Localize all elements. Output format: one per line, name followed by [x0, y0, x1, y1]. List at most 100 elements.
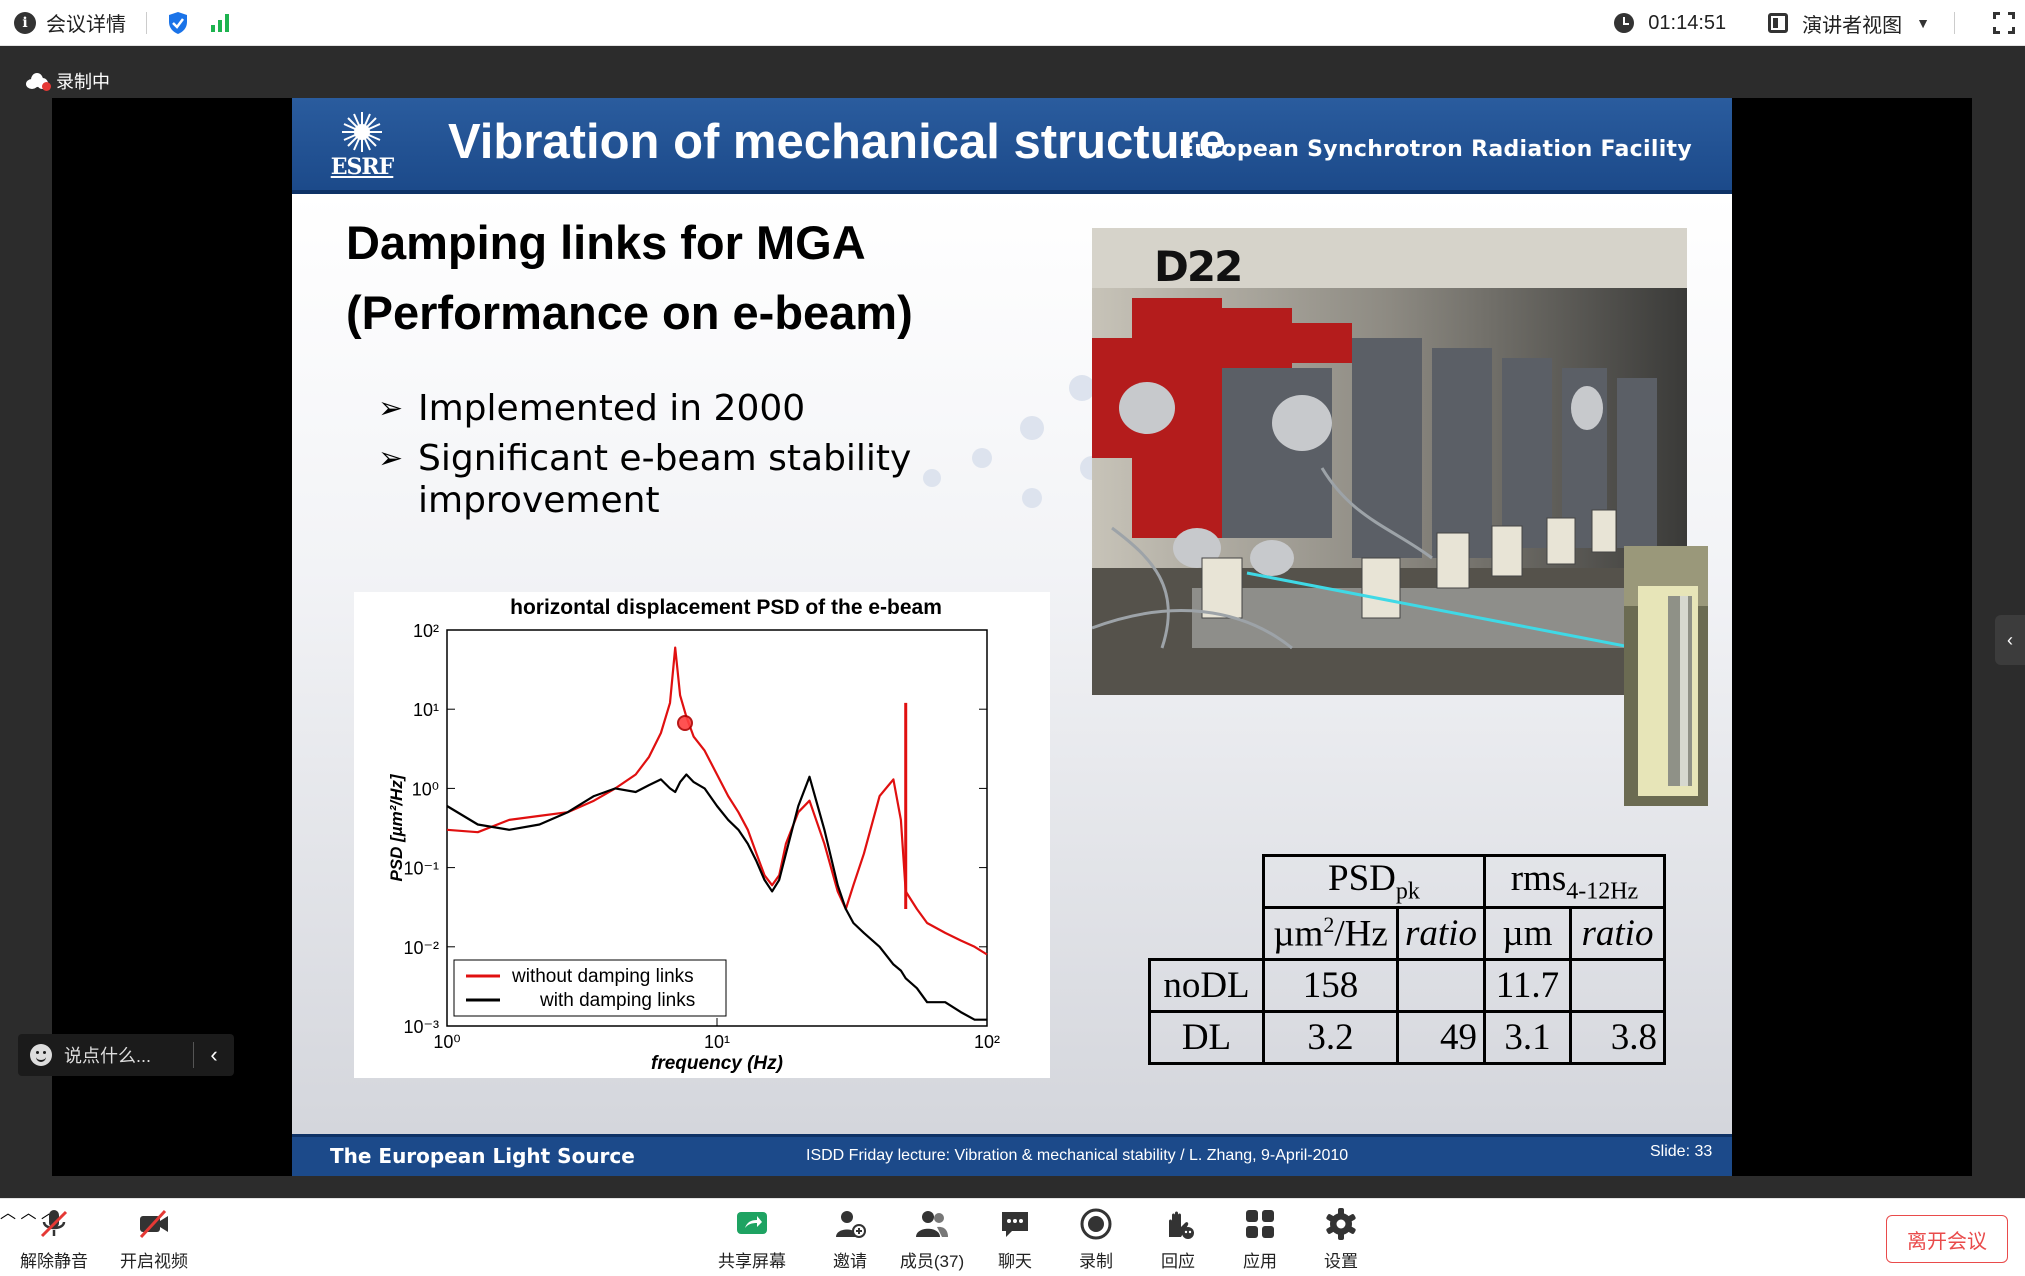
series-line-without-damping: [446, 646, 988, 956]
members-button[interactable]: 成员(37): [892, 1207, 972, 1272]
cell-psd: 3.2: [1262, 1010, 1399, 1065]
cell-rms-ratio: [1568, 958, 1666, 1013]
y-tick-label: 10²: [413, 621, 439, 641]
footer-tagline: The European Light Source: [330, 1144, 635, 1168]
settings-button[interactable]: 设置: [1301, 1207, 1381, 1272]
chat-button[interactable]: 聊天: [975, 1207, 1055, 1272]
shared-slide: ESRF Vibration of mechanical structure E…: [292, 98, 1732, 1176]
apps-button[interactable]: 应用: [1220, 1207, 1300, 1272]
cell-psd-ratio: [1396, 958, 1486, 1013]
cell-psd-ratio: 49: [1396, 1010, 1486, 1065]
chevron-left-icon[interactable]: ‹: [2007, 629, 2013, 650]
x-tick-label: 10²: [974, 1032, 1000, 1052]
table-row: noDL 158 11.7: [1148, 958, 1666, 1013]
footer-slide-number: Slide: 33: [1650, 1143, 1713, 1160]
bullet-item-continued: improvement: [378, 480, 911, 522]
table-header-psd: PSDpk: [1262, 854, 1486, 909]
x-axis-label: frequency (Hz): [651, 1053, 783, 1074]
fullscreen-icon[interactable]: [1993, 12, 2015, 34]
performance-table: PSDpk rms4-12Hz µm2/Hz ratio µm ratio no…: [1148, 854, 1666, 1065]
cell-rms-ratio: 3.8: [1568, 1010, 1666, 1065]
invite-button[interactable]: 邀请: [810, 1207, 890, 1272]
divider: [1954, 12, 1955, 34]
table-unit-ratio: ratio: [1396, 906, 1486, 961]
y-axis-label: PSD [µm²/Hz]: [387, 773, 406, 881]
side-panel-toggle[interactable]: ‹: [1995, 615, 2025, 665]
chart-plot: 10² 10¹ 10⁰ 10⁻¹ 10⁻² 10⁻³ 10⁰ 10¹ 10² frequenc…: [387, 621, 1000, 1074]
photo-label: D22: [1154, 242, 1243, 291]
chart-legend: without damping links with damping links: [453, 959, 727, 1017]
info-icon[interactable]: i: [14, 11, 36, 34]
table-unit-ratio2: ratio: [1568, 906, 1666, 961]
legend-label-without-damping: without damping links: [511, 966, 694, 987]
x-tick-label: 10¹: [704, 1032, 730, 1052]
esrf-logo-text: ESRF: [330, 154, 395, 180]
table-header-rms: rms4-12Hz: [1482, 854, 1666, 909]
presenter-view-icon[interactable]: [1768, 13, 1789, 33]
meeting-timer: 01:14:51: [1648, 11, 1727, 34]
table-unit-psd: µm2/Hz: [1262, 906, 1399, 961]
series-line-with-damping: [446, 773, 987, 1021]
chart-title: horizontal displacement PSD of the e-bea…: [510, 596, 942, 619]
network-signal-icon[interactable]: [211, 13, 229, 32]
recording-indicator: 录制中: [26, 68, 110, 94]
bullet-text: improvement: [418, 480, 660, 521]
slide-header: ESRF Vibration of mechanical structure E…: [292, 98, 1732, 194]
bullet-item: ➢ Significant e-beam stability: [378, 438, 911, 480]
bullet-list: ➢ Implemented in 2000 ➢ Significant e-be…: [378, 388, 911, 530]
cloud-record-icon: [26, 73, 51, 91]
divider: [146, 11, 147, 34]
security-shield-icon[interactable]: [167, 11, 189, 35]
clock-icon: [1614, 13, 1635, 33]
slide-footer: The European Light Source ISDD Friday le…: [292, 1134, 1732, 1176]
chevron-left-icon[interactable]: ‹: [210, 1042, 218, 1067]
chevron-up-icon[interactable]: ︿: [20, 1205, 37, 1222]
divider: [193, 1042, 194, 1068]
chat-bubble-icon: [1002, 1212, 1028, 1237]
share-screen-icon: [737, 1212, 767, 1234]
presenter-view-button[interactable]: 演讲者视图: [1802, 14, 1903, 37]
footer-lecture-info: ISDD Friday lecture: Vibration & mechani…: [806, 1147, 1349, 1164]
chat-input[interactable]: 说点什么... ‹: [18, 1034, 234, 1076]
organization-name: European Synchrotron Radiation Facility: [1178, 137, 1692, 162]
bullet-text: Significant e-beam stability: [418, 438, 912, 479]
table-unit-rms: µm: [1482, 906, 1572, 961]
psd-chart: horizontal displacement PSD of the e-bea…: [354, 592, 1050, 1078]
microphone-muted-icon: [40, 1210, 68, 1238]
bottom-toolbar: 解除静音 ︿ 开启视频 ︿ 共享屏幕 ︿ 邀请: [0, 1198, 2025, 1276]
bullet-text: Implemented in 2000: [418, 388, 806, 429]
heading-line-2: (Performance on e-beam): [346, 286, 913, 339]
equipment-photo: [1092, 228, 1687, 695]
reactions-button[interactable]: 回应: [1138, 1207, 1218, 1272]
add-person-icon: [836, 1211, 866, 1238]
record-icon: [1080, 1208, 1112, 1240]
cell-rms: 3.1: [1482, 1010, 1572, 1065]
record-button[interactable]: 录制: [1056, 1207, 1136, 1272]
chat-placeholder[interactable]: 说点什么...: [64, 1046, 152, 1066]
damping-link-closeup-photo: [1624, 546, 1708, 806]
gear-icon: [1326, 1208, 1356, 1240]
leave-meeting-button[interactable]: 离开会议: [1886, 1215, 2008, 1263]
meeting-details-button[interactable]: 会议详情: [46, 14, 126, 36]
camera-off-icon: [139, 1209, 168, 1239]
top-bar: i 会议详情 01:14:51 演讲者视图 ▼: [0, 0, 2025, 46]
start-video-button[interactable]: 开启视频: [114, 1207, 194, 1272]
table-row: DL 3.2 49 3.1 3.8: [1148, 1010, 1666, 1065]
esrf-logo-icon: [342, 112, 382, 152]
chevron-up-icon[interactable]: ︿: [0, 1205, 17, 1222]
cell-rms: 11.7: [1482, 958, 1572, 1013]
y-tick-label: 10¹: [413, 700, 439, 720]
legend-label-with-damping: with damping links: [539, 990, 695, 1011]
row-label: noDL: [1148, 958, 1265, 1013]
unmute-button[interactable]: 解除静音: [14, 1207, 94, 1272]
y-tick-label: 10⁻³: [403, 1017, 439, 1037]
heading-line-1: Damping links for MGA: [346, 216, 866, 269]
x-tick-label: 10⁰: [433, 1032, 460, 1052]
cursor-pointer-icon: [677, 715, 693, 731]
bullet-item: ➢ Implemented in 2000: [378, 388, 911, 430]
arrow-bullet-icon: ➢: [378, 441, 404, 476]
share-screen-button[interactable]: 共享屏幕: [712, 1207, 792, 1272]
chevron-down-icon[interactable]: ▼: [1916, 15, 1930, 31]
emoji-icon[interactable]: [30, 1044, 52, 1066]
slide-title: Vibration of mechanical structure: [448, 115, 1226, 169]
